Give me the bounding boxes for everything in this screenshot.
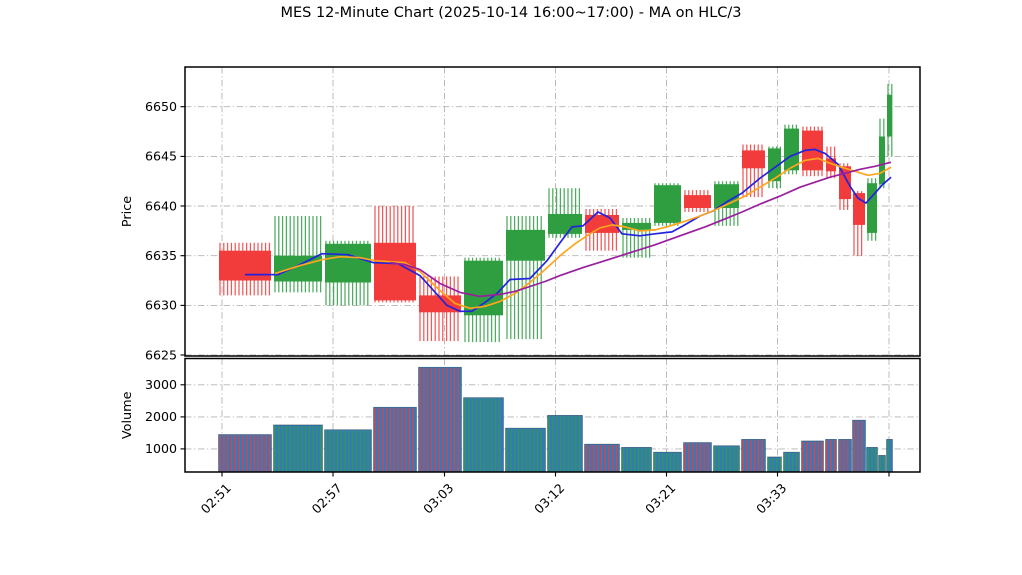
volume-bar-hatch xyxy=(325,430,369,472)
price-tick-label: 6650 xyxy=(145,99,177,114)
price-axis-label: Price xyxy=(120,196,135,227)
volume-bar-hatch xyxy=(374,408,414,472)
volume-bar-hatch xyxy=(714,446,739,472)
volume-bar-hatch xyxy=(853,420,863,472)
volume-bar-hatch xyxy=(879,456,885,472)
volume-bar-hatch xyxy=(622,448,651,472)
candle-body xyxy=(548,214,582,234)
volume-bar xyxy=(373,406,417,473)
volume-bar-hatch xyxy=(654,452,679,472)
volume-bar xyxy=(886,438,893,473)
volume-bar-hatch xyxy=(867,448,877,472)
time-tick-label: 02:51 xyxy=(198,480,234,516)
time-tick-label: 02:57 xyxy=(309,480,345,516)
volume-bar-hatch xyxy=(219,435,271,472)
volume-bar xyxy=(505,427,546,473)
volume-bar-hatch xyxy=(274,425,322,472)
candle-body xyxy=(219,250,271,281)
volume-bar-hatch xyxy=(684,443,709,472)
time-tick-label: 03:33 xyxy=(753,480,789,516)
ma-fast-line xyxy=(245,148,892,313)
candle-body xyxy=(867,183,877,233)
candle-body xyxy=(826,158,836,172)
candle-body xyxy=(768,148,781,182)
candle-body xyxy=(784,128,799,171)
volume-bar-hatch xyxy=(742,440,763,472)
time-tick-label: 03:21 xyxy=(642,480,678,516)
volume-bar xyxy=(218,434,272,473)
volume-tick-label: 3000 xyxy=(145,377,177,392)
price-panel-border xyxy=(184,66,921,357)
volume-bar-hatch xyxy=(826,440,836,472)
price-tick-label: 6635 xyxy=(145,248,177,263)
time-tick-label: 03:03 xyxy=(420,480,456,516)
volume-bar-hatch xyxy=(802,441,823,472)
volume-tick-label: 2000 xyxy=(145,409,177,424)
ma-mid-line xyxy=(274,157,892,310)
volume-panel-border xyxy=(184,357,921,473)
candle-body xyxy=(325,243,371,283)
candle-body xyxy=(654,185,681,223)
volume-bar xyxy=(621,446,652,473)
volume-bar xyxy=(801,440,824,473)
candle-body xyxy=(506,229,545,261)
candle-body xyxy=(622,222,651,230)
candle-body xyxy=(684,195,711,208)
volume-bar-hatch xyxy=(506,428,543,472)
chart-title: MES 12-Minute Chart (2025-10-14 16:00~17… xyxy=(280,5,742,21)
volume-bar-hatch xyxy=(839,440,849,472)
volume-bar-hatch xyxy=(419,368,459,472)
volume-bar xyxy=(683,442,712,473)
candle-body xyxy=(374,242,416,301)
candle-body xyxy=(879,136,885,185)
candle-body xyxy=(274,255,322,282)
price-tick-label: 6630 xyxy=(145,298,177,313)
volume-bar xyxy=(463,397,504,473)
price-tick-label: 6640 xyxy=(145,198,177,213)
volume-bar xyxy=(418,366,462,473)
candle-body xyxy=(839,166,851,200)
volume-tick-label: 1000 xyxy=(145,441,177,456)
candle-body xyxy=(887,94,892,137)
volume-bar-hatch xyxy=(548,416,581,472)
price-tick-label: 6625 xyxy=(145,347,177,362)
time-tick-label: 03:12 xyxy=(531,480,567,516)
volume-axis-label: Volume xyxy=(120,391,135,439)
ma-slow-line xyxy=(389,161,892,298)
volume-bar xyxy=(653,451,682,473)
volume-bar-hatch xyxy=(464,398,501,472)
volume-bar-hatch xyxy=(784,452,798,472)
volume-bar-hatch xyxy=(768,457,782,472)
candle-body xyxy=(742,150,765,169)
price-tick-label: 6645 xyxy=(145,149,177,164)
volume-bar-hatch xyxy=(585,444,618,472)
